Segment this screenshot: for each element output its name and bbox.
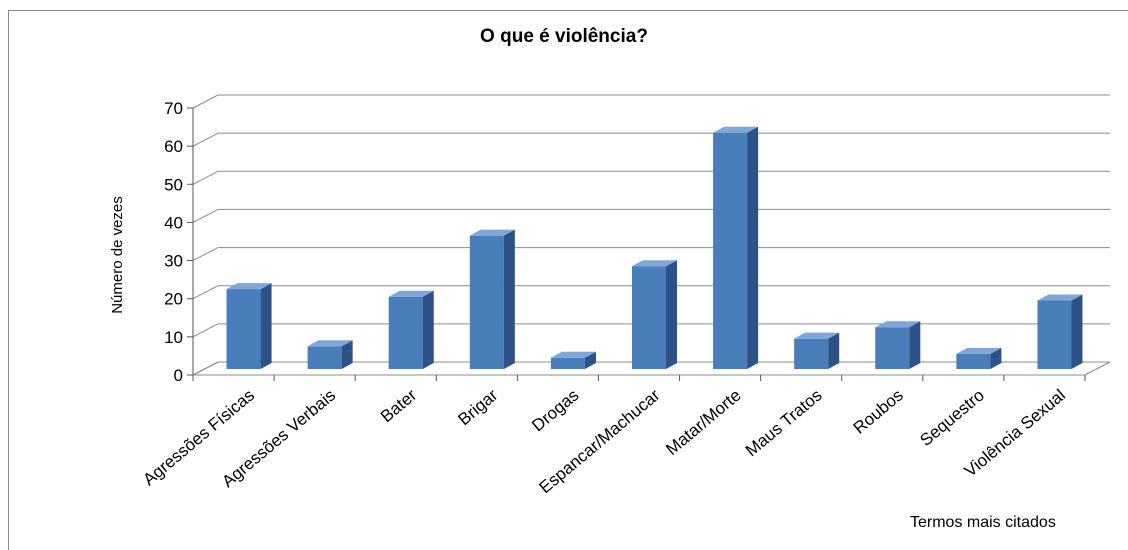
bar: [226, 283, 272, 369]
bar-top: [550, 351, 596, 358]
bar-side: [341, 340, 353, 369]
bar: [469, 229, 515, 369]
bar-top: [388, 290, 434, 297]
bar-top: [1037, 294, 1083, 301]
gridline-depth: [192, 208, 219, 223]
bar-side: [503, 229, 515, 369]
y-axis-label: Número de vezes: [109, 196, 126, 314]
bar-top: [956, 347, 1002, 354]
bar-front: [469, 235, 504, 369]
bar: [307, 340, 353, 369]
bar-side: [990, 347, 1002, 369]
chart-title: O que é violência?: [480, 26, 648, 47]
y-tick-label: 60: [164, 137, 183, 156]
bar-front: [956, 353, 991, 369]
x-axis-label: Termos mais citados: [910, 514, 1056, 531]
bar: [713, 126, 759, 369]
gridline-depth: [192, 170, 219, 185]
y-tick-label: 50: [164, 175, 183, 194]
bar-top: [794, 332, 840, 339]
y-tick-label: 10: [164, 328, 183, 347]
chart-frame: [8, 10, 1128, 550]
axis-layer: [187, 107, 1111, 381]
y-tick-label: 0: [174, 366, 183, 385]
bar-side: [747, 126, 759, 369]
bar: [875, 321, 921, 369]
x-tick-label: Brigar: [454, 385, 501, 429]
bar-front: [226, 289, 261, 369]
bar-top: [713, 126, 759, 133]
gridline-depth: [192, 247, 219, 262]
x-tick-label: Matar/Morte: [662, 386, 744, 459]
bar-side: [584, 351, 596, 369]
bar-front: [713, 132, 748, 369]
bar-side: [1071, 294, 1083, 369]
y-tick-label: 30: [164, 252, 183, 271]
bar-side: [828, 332, 840, 369]
x-tick-label: Roubos: [850, 386, 907, 438]
bar: [794, 332, 840, 369]
bar-front: [875, 327, 910, 369]
bar: [631, 260, 678, 369]
gridline-depth: [192, 285, 219, 300]
bar-top: [307, 340, 353, 347]
grid-layer: [192, 94, 1110, 376]
x-tick-label: Maus Tratos: [742, 386, 826, 461]
bar-front: [550, 357, 585, 369]
bar-front: [631, 266, 667, 369]
bar-front: [388, 296, 423, 369]
gridline-depth: [192, 323, 219, 338]
bar-side: [666, 260, 678, 369]
bar-side: [422, 290, 434, 369]
x-tick-label: Drogas: [528, 386, 582, 436]
bar: [956, 347, 1002, 369]
y-tick-label: 70: [164, 99, 183, 118]
bar-top: [875, 321, 921, 328]
y-tick-label: 20: [164, 290, 183, 309]
x-tick-label: Sequestro: [916, 386, 988, 450]
gridline-depth: [192, 94, 219, 109]
bar-front: [1037, 300, 1072, 369]
bar-front: [307, 346, 342, 369]
y-tick-label: 40: [164, 213, 183, 232]
bar: [550, 351, 596, 369]
bar-side: [909, 321, 921, 369]
x-tick-label: Bater: [377, 385, 421, 426]
bar-top: [469, 229, 515, 236]
bar-side: [260, 283, 272, 369]
bar-top: [631, 260, 678, 267]
bar: [388, 290, 434, 369]
bar: [1037, 294, 1083, 369]
bar-top: [226, 283, 272, 290]
gridline-depth: [192, 132, 219, 147]
chart-floor: [192, 361, 1111, 376]
bar-layer: [226, 126, 1083, 369]
bar-front: [794, 338, 829, 369]
